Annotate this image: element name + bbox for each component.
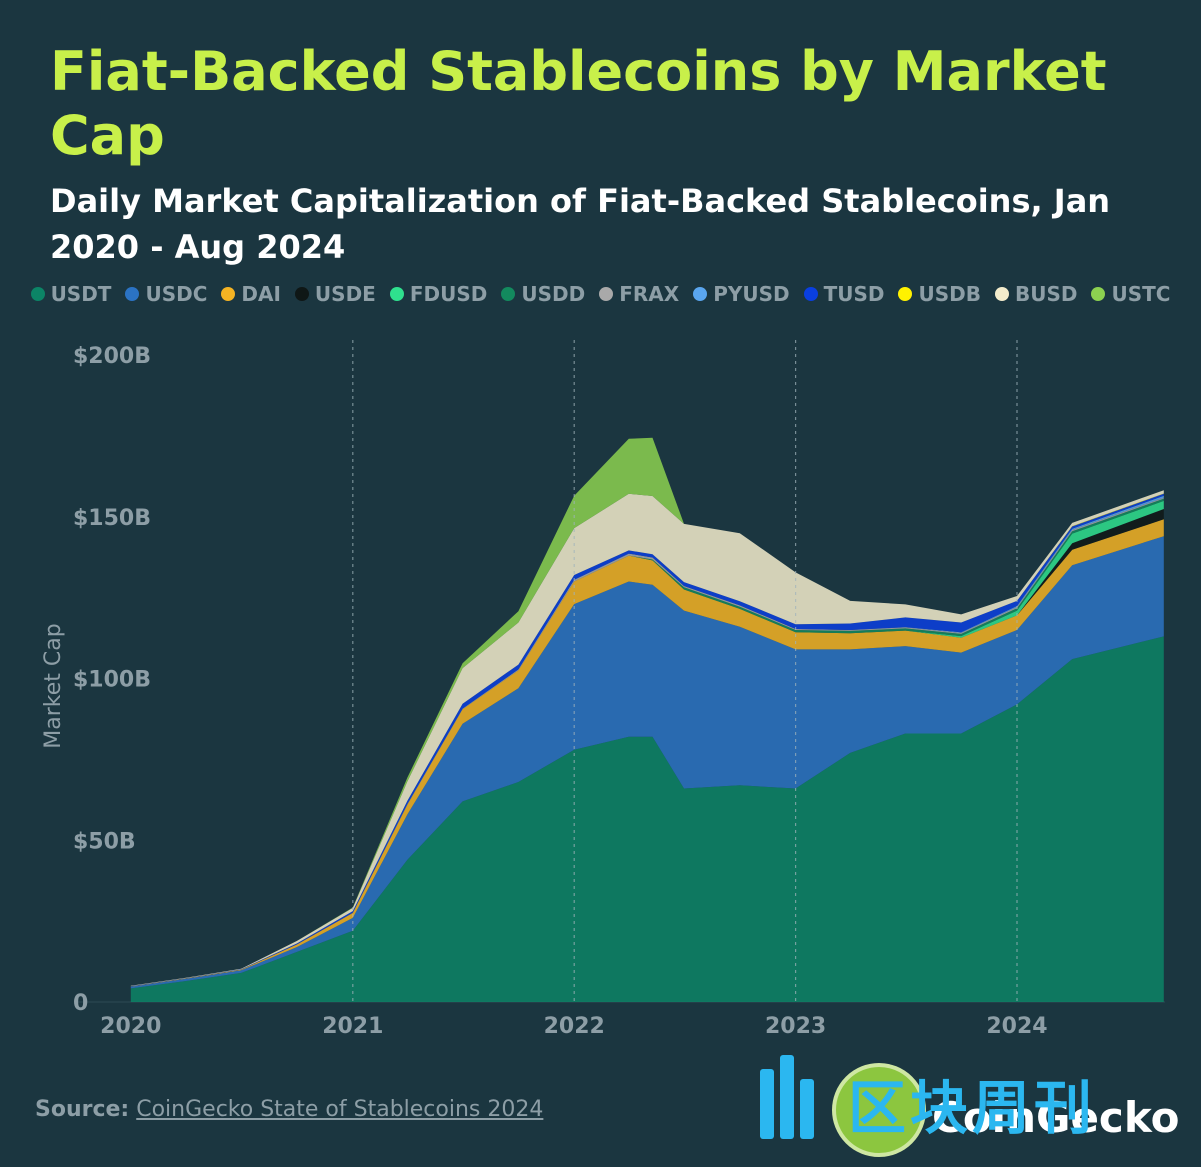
legend-swatch: [599, 287, 614, 301]
source-note: Source: CoinGecko State of Stablecoins 2…: [35, 1097, 543, 1122]
brand-name: CoinGecko: [932, 1093, 1180, 1142]
area-dai: [130, 519, 1164, 987]
chart-title: Fiat-Backed Stablecoins by Market Cap: [50, 40, 1107, 167]
y-tick-label: $150B: [73, 506, 151, 531]
legend-item-tusd: TUSD: [803, 282, 885, 306]
y-tick-label: $200B: [73, 344, 151, 369]
legend-item-usdc: USDC: [125, 282, 207, 306]
legend-item-pyusd: PYUSD: [693, 282, 790, 306]
legend-swatch: [294, 287, 309, 301]
legend-swatch: [1091, 287, 1106, 301]
chart-legend: USDT USDC DAI USDE FDUSD USDD FRAX PYUSD TUSD USD…: [20, 282, 1181, 306]
legend-swatch: [125, 287, 140, 301]
legend-label: USDC: [145, 282, 208, 306]
legend-swatch: [803, 287, 818, 301]
chart-subtitle: Daily Market Capitalization of Fiat-Back…: [50, 182, 1111, 266]
legend-swatch: [693, 287, 708, 301]
x-tick-label: 2022: [544, 1014, 605, 1039]
legend-item-fdusd: FDUSD: [389, 282, 488, 306]
logo-watermark: CoinGecko 区块周刊: [760, 1055, 1180, 1157]
area-tusd: [130, 493, 1164, 987]
legend-item-ustc: USTC: [1091, 282, 1170, 306]
legend-item-busd: BUSD: [994, 282, 1078, 306]
legend-swatch: [501, 287, 516, 301]
legend-label: USDD: [521, 282, 586, 306]
watermark-text: 区块周刊: [848, 1074, 1097, 1142]
legend-item-dai: DAI: [221, 282, 281, 306]
legend-swatch: [221, 287, 236, 301]
coingecko-logo-icon: [832, 1063, 926, 1157]
legend-swatch: [898, 287, 913, 301]
legend-item-usde: USDE: [294, 282, 376, 306]
legend-item-frax: FRAX: [599, 282, 679, 306]
x-tick-label: 2021: [322, 1014, 383, 1039]
area-usdt: [130, 636, 1164, 1002]
y-tick-label: $100B: [73, 668, 151, 693]
x-tick-label: 2020: [100, 1014, 161, 1039]
y-tick-label: $50B: [73, 829, 136, 854]
y-axis-label: Market Cap: [41, 623, 66, 748]
legend-item-usdt: USDT: [30, 282, 112, 306]
legend-label: USDB: [918, 282, 981, 306]
legend-label: BUSD: [1014, 282, 1078, 306]
legend-label: DAI: [241, 282, 281, 306]
legend-label: FRAX: [619, 282, 680, 306]
legend-label: TUSD: [823, 282, 885, 306]
legend-item-usdb: USDB: [898, 282, 981, 306]
legend-swatch: [30, 287, 45, 301]
blockweekly-logo-icon: [760, 1055, 830, 1139]
area-busd: [130, 490, 1164, 987]
legend-label: USTC: [1111, 282, 1171, 306]
area-frax: [130, 497, 1164, 987]
legend-item-usdd: USDD: [501, 282, 585, 306]
legend-label: USDE: [314, 282, 376, 306]
y-tick-label: 0: [73, 991, 88, 1016]
x-tick-label: 2024: [986, 1014, 1047, 1039]
legend-label: PYUSD: [713, 282, 790, 306]
legend-swatch: [994, 287, 1009, 301]
source-link[interactable]: CoinGecko State of Stablecoins 2024: [136, 1097, 544, 1122]
x-tick-label: 2023: [765, 1014, 826, 1039]
legend-label: USDT: [50, 282, 112, 306]
area-usdc: [130, 536, 1164, 989]
legend-swatch: [389, 287, 404, 301]
legend-label: FDUSD: [409, 282, 488, 306]
source-prefix: Source:: [35, 1097, 130, 1122]
